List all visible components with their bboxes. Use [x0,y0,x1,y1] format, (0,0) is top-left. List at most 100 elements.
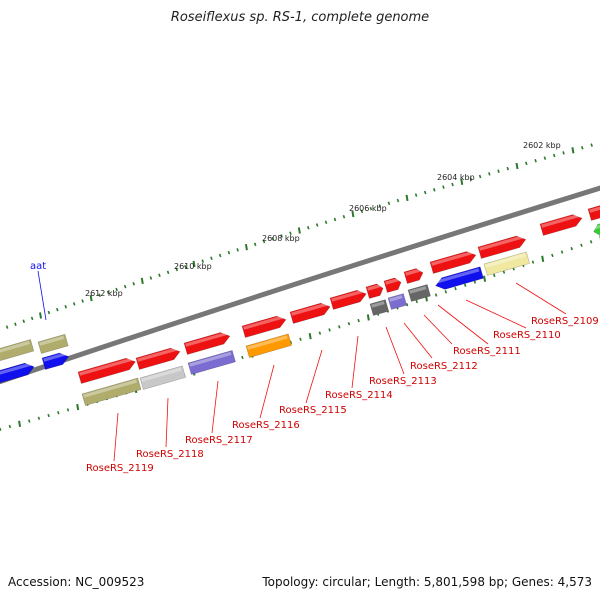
tick-mark [369,206,373,211]
tick-mark [149,276,153,280]
gene-label-2114[interactable]: RoseRS_2114 [325,390,393,401]
inner-tick-mark [328,328,331,332]
label-leaders [37,270,567,462]
inner-tick-mark [531,260,535,264]
gene-box-2113 [369,299,390,316]
gene-box-2117 [187,349,236,375]
tick-mark [515,162,519,170]
tick-mark [184,264,187,269]
tick-mark [132,281,135,286]
tick-mark [590,143,593,147]
gene-arrow-2118 [135,347,181,370]
inner-tick-mark [27,419,31,423]
gene-arrow-2117 [183,331,231,355]
inner-tick-mark [560,250,564,254]
tick-mark [81,299,84,303]
tick-mark [351,210,355,218]
tick-label-2608: 2608 kbp [262,234,300,243]
tick-mark [342,215,346,219]
tick-mark [297,227,301,234]
tick-mark [271,237,275,241]
tick-mark [166,270,170,275]
tick-mark [306,225,310,230]
inner-tick-mark [473,280,477,284]
gene-box-aat [37,333,69,354]
leader-line [437,304,489,345]
inner-tick-mark [415,299,419,304]
inner-tick-mark [434,293,438,297]
tick-mark [30,316,34,321]
genome-backbone [0,185,600,385]
gene-arrow-2119 [77,357,136,384]
tick-mark [115,287,118,292]
tick-mark [262,239,266,244]
tick-mark [442,185,445,189]
gene-box-2111 [407,284,431,302]
tick-mark [315,223,319,227]
inner-tick-mark [308,333,312,340]
leader-line [515,282,567,315]
tick-mark [192,260,196,268]
inner-tick-mark [76,403,80,411]
leader-line [113,412,119,462]
tick-mark [552,153,556,158]
inner-tick-mark [37,416,41,420]
tick-mark [72,302,76,306]
gene-arrow-aat-blue-2 [41,352,70,370]
gene-label-2113[interactable]: RoseRS_2113 [369,376,437,387]
tick-mark [218,253,222,258]
tick-mark [396,198,400,203]
leader-line [165,397,169,448]
gene-arrow-2114 [329,289,367,310]
inner-tick-mark [366,314,370,321]
gene-box-2118 [139,365,186,390]
inner-tick-mark [57,411,60,415]
inner-tick-mark [66,408,70,412]
tick-label-2606: 2606 kbp [349,204,387,213]
gene-label-2117[interactable]: RoseRS_2117 [185,435,253,446]
gene-arrow-2113 [365,283,384,299]
leader-line [385,326,405,375]
tick-mark [5,325,9,329]
tick-mark [98,293,101,297]
gene-label-2118[interactable]: RoseRS_2118 [136,449,204,460]
tick-mark [488,172,491,176]
feature-label-aat[interactable]: aat [30,261,46,272]
gene-label-2112[interactable]: RoseRS_2112 [410,361,478,372]
tick-mark [158,273,161,277]
gene-label-2110[interactable]: RoseRS_2110 [493,330,561,341]
leader-line [211,380,219,434]
inner-tick-mark [0,427,2,431]
gene-label-2116[interactable]: RoseRS_2116 [232,420,300,431]
tick-mark [106,290,110,295]
tick-mark [451,182,454,187]
tick-mark [534,158,537,163]
gene-box-2112 [387,293,408,310]
gene-box-aat-upper [0,339,35,362]
inner-tick-mark [541,255,545,262]
tick-mark [280,234,283,238]
inner-tick-mark [580,243,583,247]
map-title: Roseiflexus sp. RS-1, complete genome [170,10,430,25]
inner-tick-mark [8,424,12,429]
gene-label-2111[interactable]: RoseRS_2111 [453,346,521,357]
tick-mark [123,284,127,289]
inner-tick-mark [318,331,322,335]
tick-mark [201,259,205,263]
tick-mark [423,190,427,195]
inner-tick-mark [241,355,244,360]
gene-label-2109[interactable]: RoseRS_2109 [531,316,599,327]
inner-tick-mark [299,337,302,341]
tick-mark [324,220,328,225]
inner-tick-mark [289,340,293,344]
inner-tick-mark [357,318,360,323]
inner-tick-mark [444,290,448,294]
gene-arrow-2110 [429,250,477,274]
gene-label-2119[interactable]: RoseRS_2119 [86,463,154,474]
tick-mark [414,193,418,197]
inner-tick-mark [18,420,22,427]
gene-label-2115[interactable]: RoseRS_2115 [279,405,347,416]
tick-mark [571,147,575,154]
gene-box-2116 [245,333,292,358]
tick-mark [378,204,382,208]
